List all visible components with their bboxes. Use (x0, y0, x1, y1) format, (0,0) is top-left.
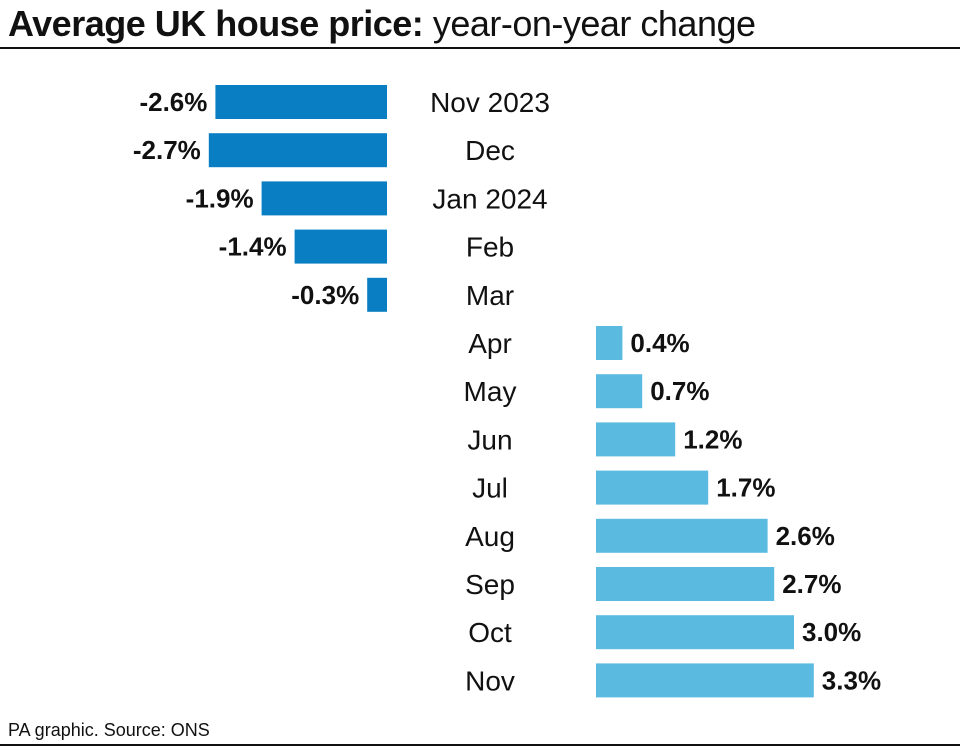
month-label: Jun (467, 424, 512, 455)
month-label: Feb (466, 232, 514, 263)
bar (596, 374, 643, 409)
value-label: 0.7% (650, 376, 709, 406)
bottom-rule (0, 744, 960, 746)
value-label: -0.3% (291, 280, 359, 310)
bar (596, 326, 623, 360)
value-label: 2.6% (776, 521, 835, 551)
value-label: 3.3% (822, 665, 881, 695)
value-label: -1.9% (186, 183, 254, 213)
bar (367, 277, 387, 312)
value-label: 2.7% (782, 569, 841, 599)
value-label: -1.4% (219, 232, 287, 262)
bar (596, 470, 709, 505)
bar (596, 663, 814, 698)
title-regular: year-on-year change (432, 3, 756, 44)
month-label: Mar (466, 280, 514, 311)
bar (596, 615, 794, 650)
value-label: 0.4% (630, 328, 689, 358)
value-label: 3.0% (802, 617, 861, 647)
month-label: Nov (465, 665, 515, 696)
month-label: Jul (472, 473, 508, 504)
chart-title: Average UK house price: year-on-year cha… (8, 2, 756, 46)
source-credit: PA graphic. Source: ONS (8, 720, 210, 740)
value-label: 1.7% (716, 473, 775, 503)
value-label: -2.7% (133, 135, 201, 165)
bar (596, 518, 768, 553)
month-label: May (464, 376, 517, 407)
value-label: -2.6% (139, 87, 207, 117)
month-label: Sep (465, 569, 515, 600)
month-label: Jan 2024 (432, 183, 547, 214)
bar (261, 181, 387, 216)
month-label: Oct (468, 617, 512, 648)
bar (294, 229, 387, 264)
bar (596, 422, 676, 457)
month-label: Nov 2023 (430, 87, 550, 118)
bar (208, 133, 387, 168)
month-label: Apr (468, 328, 512, 359)
value-label: 1.2% (683, 424, 742, 454)
top-rule (0, 47, 960, 49)
title-bold: Average UK house price: (8, 3, 424, 44)
bar (215, 85, 387, 119)
month-label: Dec (465, 135, 515, 166)
month-label: Aug (465, 521, 515, 552)
bar (596, 567, 775, 601)
